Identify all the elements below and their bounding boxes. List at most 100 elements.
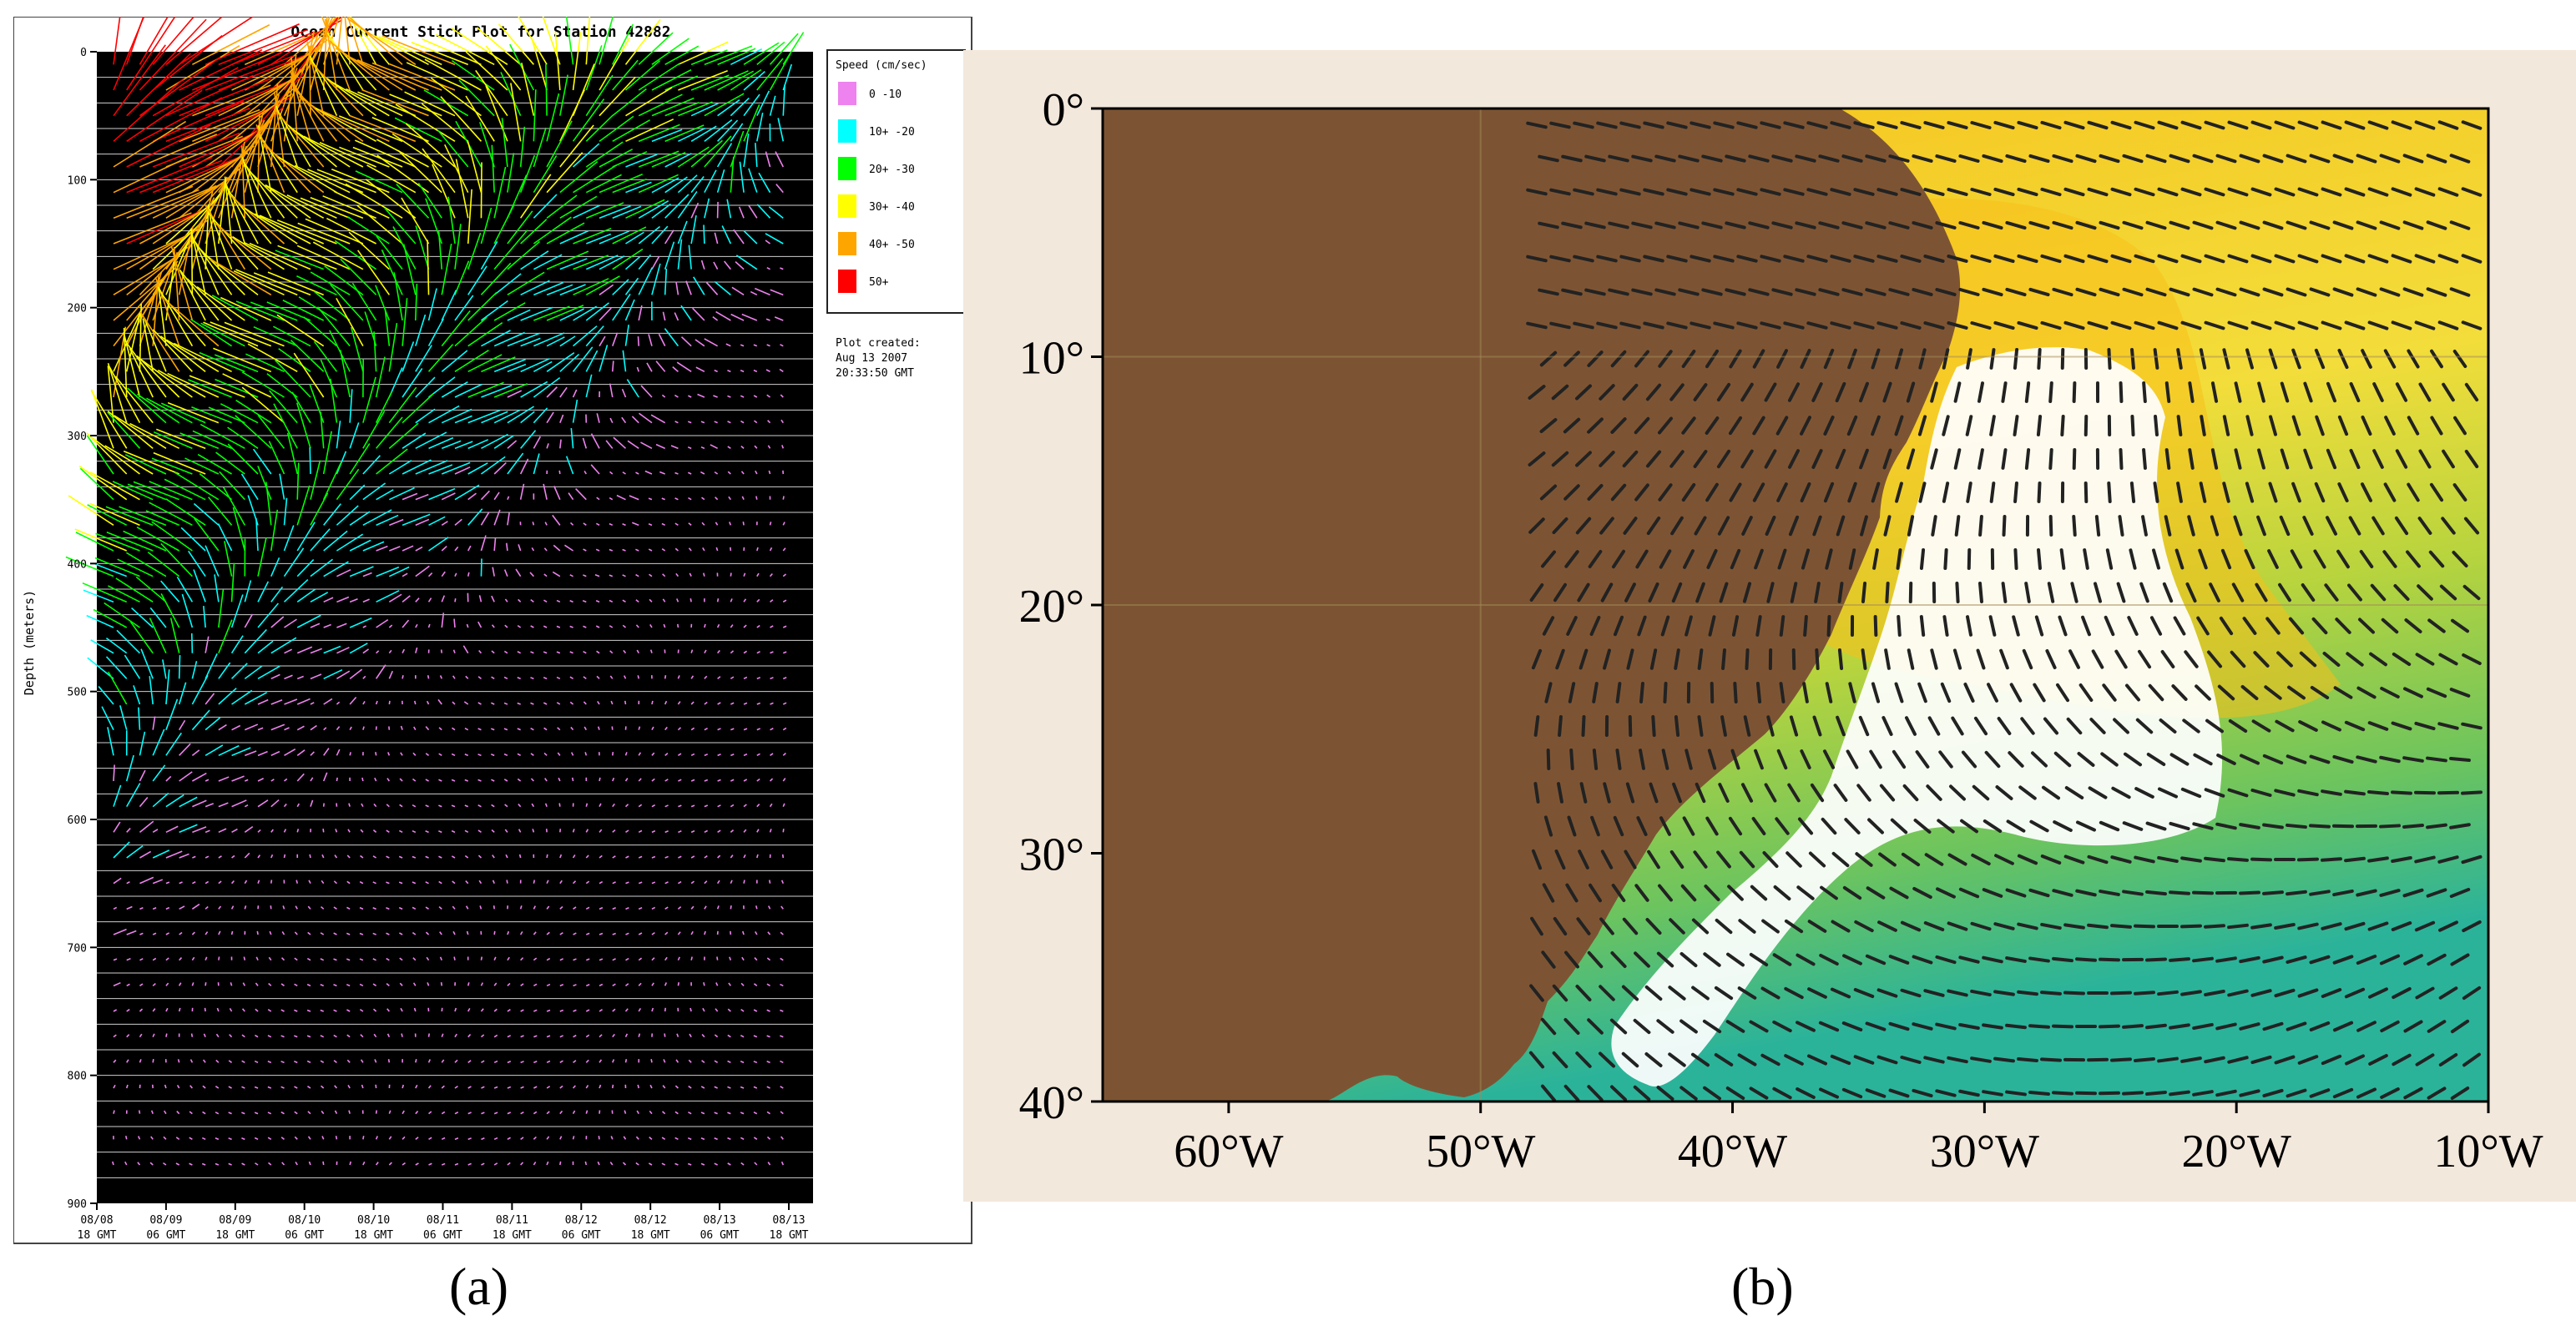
current-stick: [467, 189, 472, 245]
current-stick: [192, 84, 271, 117]
current-stick: [569, 651, 573, 654]
current-arrow: [1775, 817, 1790, 835]
current-arrow: [2463, 517, 2480, 535]
current-stick: [507, 406, 535, 424]
current-arrow: [2174, 548, 2185, 570]
current-stick: [349, 511, 371, 526]
current-stick: [415, 1137, 419, 1140]
current-stick: [372, 855, 377, 859]
current-stick: [531, 38, 548, 91]
current-arrow: [2005, 888, 2027, 898]
current-stick: [533, 407, 548, 424]
current-arrow: [1779, 682, 1786, 703]
current-stick: [756, 651, 760, 654]
current-stick: [375, 700, 378, 705]
current-arrow: [1558, 715, 1563, 737]
current-stick: [441, 1137, 446, 1141]
current-arrow: [1671, 582, 1683, 603]
current-stick: [756, 753, 760, 757]
current-stick: [349, 668, 363, 679]
current-stick: [441, 571, 446, 577]
current-arrow: [2099, 220, 2120, 230]
current-stick: [202, 1111, 206, 1115]
current-arrow: [2017, 854, 2038, 865]
current-arrow: [1538, 221, 1559, 229]
current-stick: [651, 957, 655, 961]
current-stick: [374, 1059, 377, 1063]
current-stick: [199, 473, 233, 501]
current-stick: [533, 1086, 538, 1089]
current-stick: [346, 18, 417, 65]
current-arrow: [1690, 121, 1711, 129]
current-stick: [770, 625, 774, 628]
current-stick: [690, 855, 695, 859]
current-stick: [782, 677, 787, 680]
current-stick: [296, 829, 300, 833]
current-arrow: [1987, 683, 1998, 703]
current-stick: [228, 1060, 233, 1063]
current-arrow: [2359, 549, 2374, 569]
current-stick: [546, 1136, 550, 1140]
current-stick: [413, 726, 417, 731]
current-arrow: [1643, 321, 1664, 330]
current-stick: [136, 527, 180, 552]
current-arrow: [2137, 649, 2152, 669]
current-arrow: [2253, 651, 2270, 668]
current-stick: [517, 778, 522, 782]
current-stick: [280, 983, 285, 986]
current-arrow: [2335, 618, 2351, 634]
current-stick: [244, 852, 250, 859]
x-tick-date: 08/08: [80, 1214, 113, 1227]
current-stick: [662, 573, 666, 577]
current-arrow: [2209, 582, 2220, 602]
current-stick: [765, 369, 770, 373]
current-stick: [715, 497, 719, 501]
current-stick: [320, 359, 338, 398]
current-stick: [727, 1162, 731, 1166]
current-stick: [481, 1162, 485, 1166]
current-arrow: [1760, 188, 1781, 196]
current-stick: [157, 369, 206, 398]
current-arrow: [2075, 220, 2097, 230]
current-stick: [638, 982, 642, 986]
current-stick: [519, 174, 552, 219]
current-stick: [441, 545, 447, 552]
current-arrow: [2449, 220, 2471, 230]
current-arrow: [2239, 220, 2260, 230]
current-stick: [704, 880, 708, 885]
current-stick: [638, 855, 643, 859]
current-arrow: [1801, 548, 1811, 570]
current-arrow: [2267, 549, 2279, 569]
current-stick: [255, 124, 285, 193]
current-stick: [569, 522, 574, 526]
current-stick: [662, 1111, 666, 1115]
current-arrow: [2438, 986, 2458, 1000]
current-arrow: [1647, 849, 1660, 870]
current-stick: [664, 102, 700, 117]
current-arrow: [2356, 889, 2377, 897]
current-arrow: [2199, 481, 2207, 503]
current-stick: [354, 139, 417, 168]
current-stick: [78, 466, 128, 501]
current-stick: [203, 605, 206, 628]
current-stick: [165, 233, 193, 295]
current-stick: [481, 411, 508, 424]
current-arrow: [2337, 348, 2349, 370]
current-arrow: [2426, 287, 2447, 297]
current-stick: [228, 1162, 232, 1166]
current-stick: [205, 545, 220, 577]
current-stick: [664, 124, 705, 143]
current-stick: [402, 298, 408, 346]
current-arrow: [1628, 715, 1633, 737]
current-arrow: [1644, 985, 1663, 1001]
current-stick: [477, 855, 482, 859]
current-stick: [559, 958, 563, 961]
current-stick: [687, 471, 692, 475]
current-arrow: [1631, 221, 1653, 229]
current-stick: [95, 532, 140, 552]
current-arrow: [1551, 451, 1569, 467]
current-stick: [244, 692, 268, 705]
current-stick: [205, 779, 210, 782]
current-arrow: [1569, 749, 1574, 770]
current-stick: [493, 461, 507, 475]
